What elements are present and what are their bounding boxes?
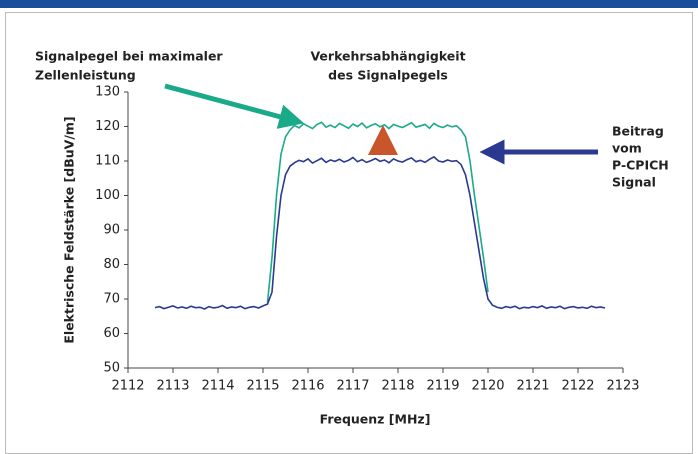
y-tick-label: 120 (95, 119, 120, 134)
annotation: Zellenleistung (35, 68, 136, 83)
x-tick-label: 2121 (516, 379, 549, 394)
y-tick-label: 110 (95, 154, 120, 169)
x-tick-label: 2117 (336, 379, 369, 394)
x-tick-label: 2122 (561, 379, 594, 394)
series-line (266, 121, 489, 303)
x-tick-label: 2115 (246, 379, 279, 394)
y-tick-label: 60 (103, 326, 120, 341)
x-tick-label: 2123 (606, 379, 639, 394)
x-tick-label: 2116 (291, 379, 324, 394)
y-tick-label: 50 (103, 361, 120, 376)
y-tick-label: 100 (95, 188, 120, 203)
annotation: des Signalpegels (328, 68, 448, 83)
y-tick-label: 80 (103, 257, 120, 272)
y-tick-label: 130 (95, 85, 120, 100)
x-tick-label: 2113 (156, 379, 189, 394)
arrow (164, 83, 305, 129)
annotation: Signalpegel bei maximaler (35, 49, 223, 64)
x-tick-label: 2114 (201, 379, 234, 394)
annotation: Verkehrsabhängigkeit (310, 49, 465, 64)
series-line (154, 155, 606, 310)
annotation: vom (612, 141, 642, 156)
annotation: Beitrag (612, 124, 664, 139)
x-tick-label: 2119 (426, 379, 459, 394)
y-tick-label: 70 (103, 292, 120, 307)
annotation: P-CPICH (612, 158, 669, 173)
x-tick-label: 2112 (111, 379, 144, 394)
y-axis-label: Elektrische Feldstärke [dBuV/m] (62, 116, 77, 343)
annotation: Signal (612, 175, 656, 190)
x-axis-label: Frequenz [MHz] (320, 412, 431, 427)
y-tick-label: 90 (103, 223, 120, 238)
x-tick-label: 2120 (471, 379, 504, 394)
x-tick-label: 2118 (381, 379, 414, 394)
top-bar (0, 0, 698, 8)
